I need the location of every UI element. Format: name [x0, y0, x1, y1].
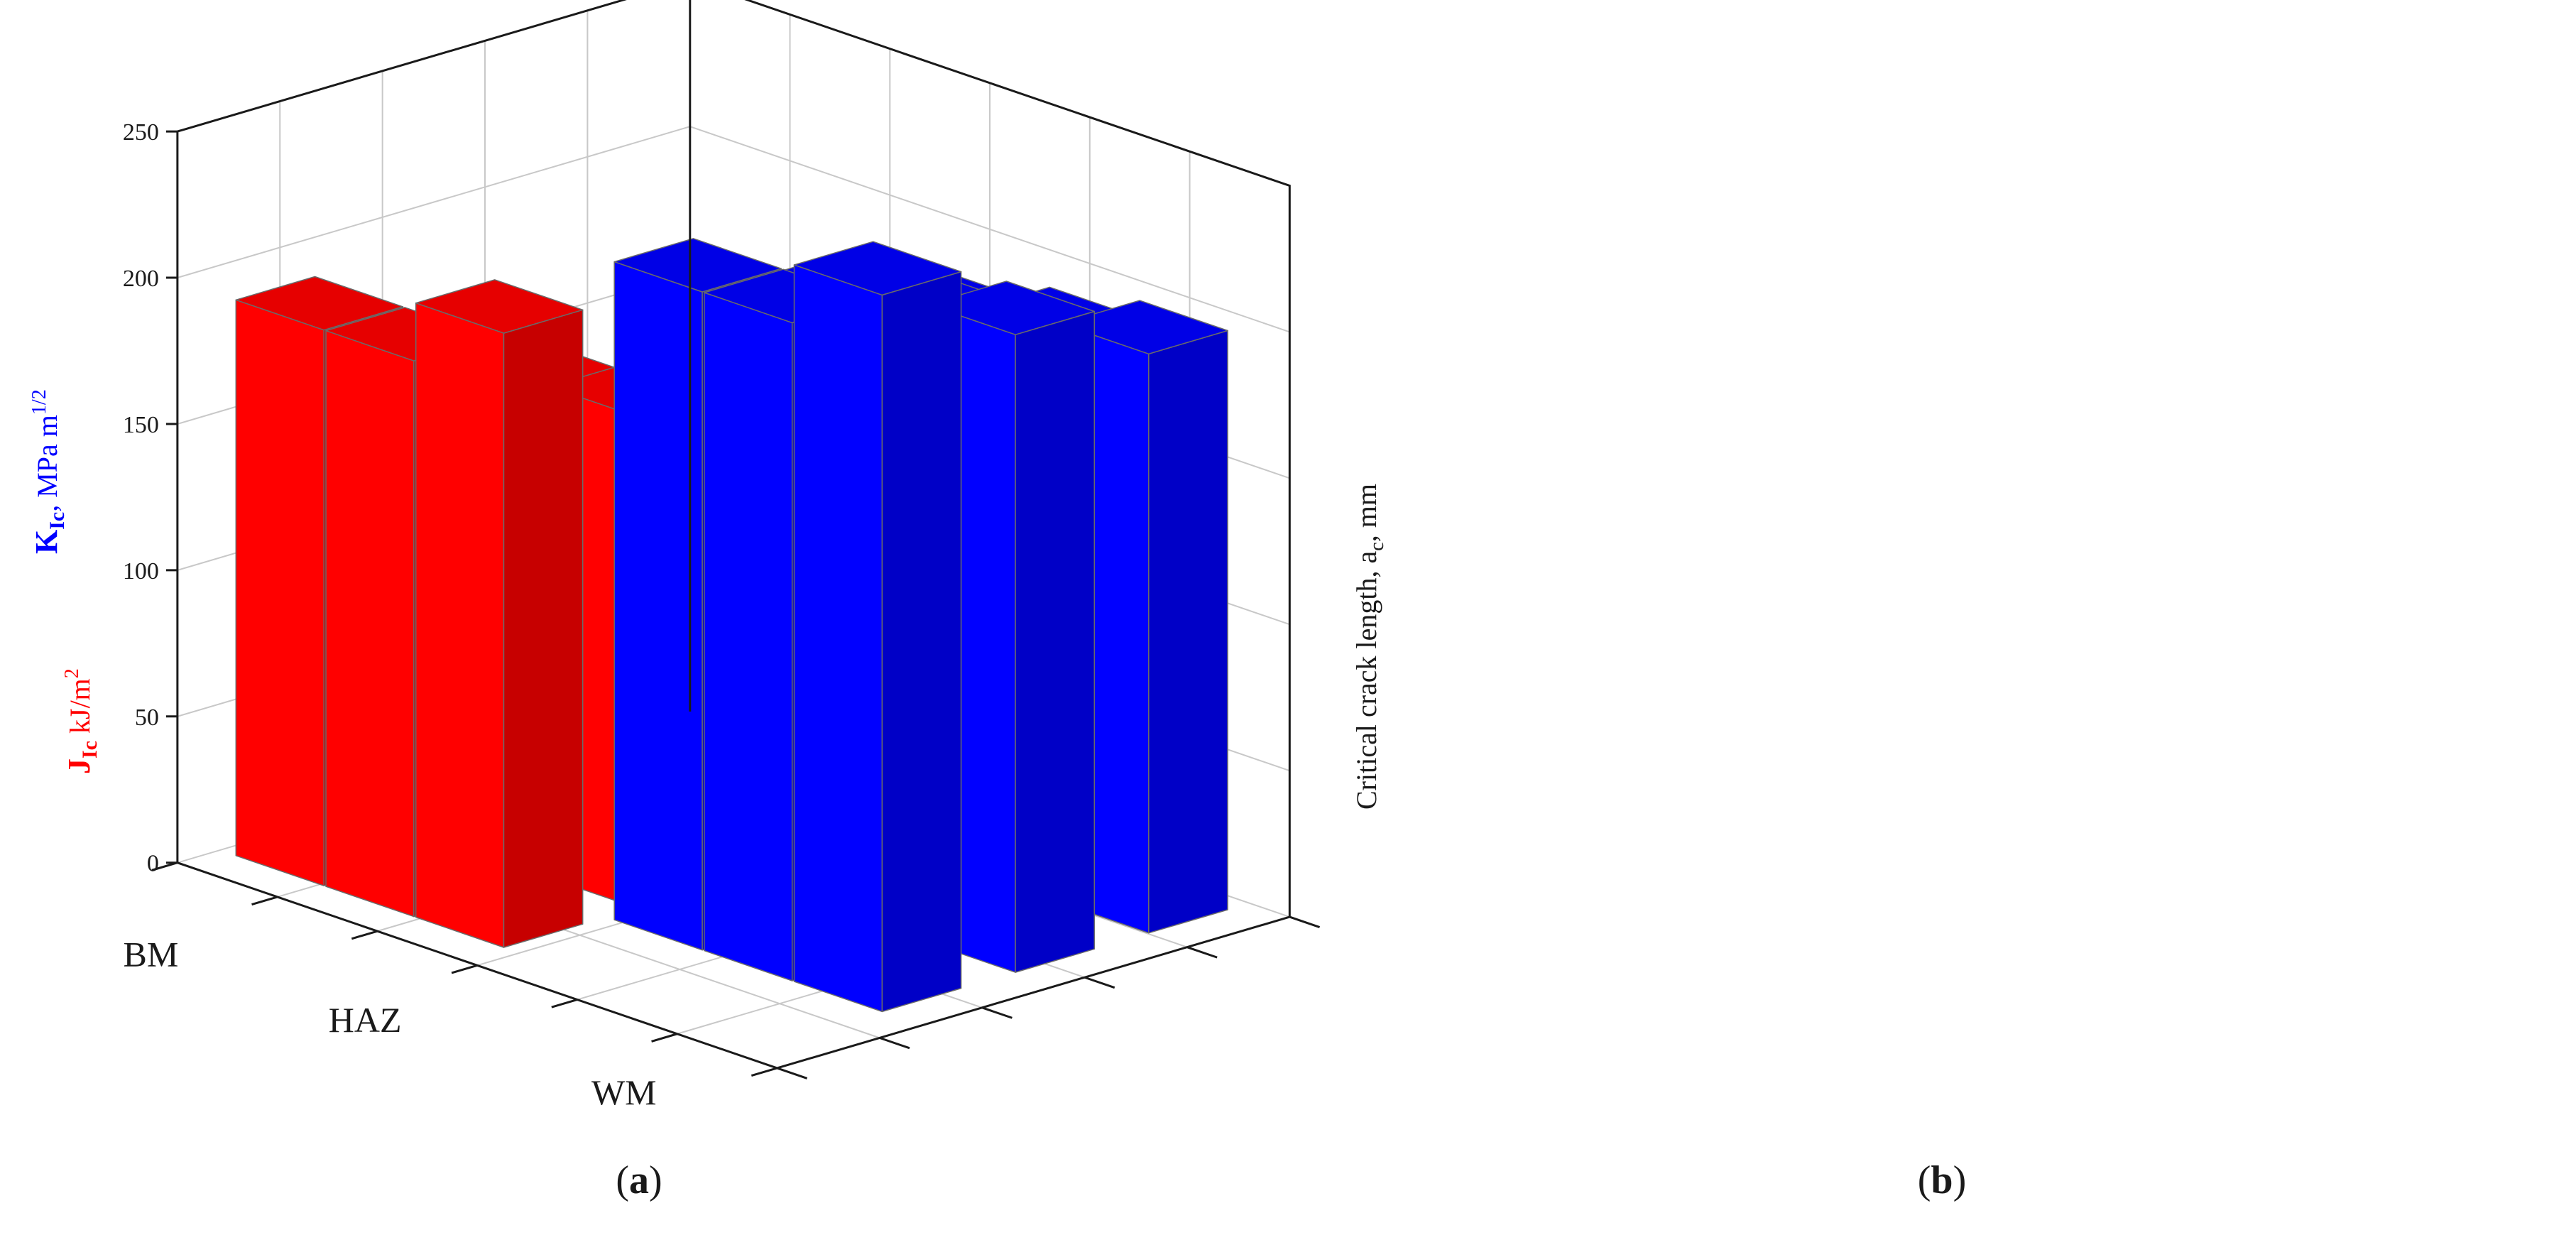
y-tick-label: 200: [123, 266, 159, 292]
bar-front-face: [793, 264, 883, 1013]
bar-front-face: [235, 299, 324, 886]
bar-top-face: [793, 241, 962, 296]
z-axis-line: [776, 915, 1290, 1070]
bar-side-face: [1015, 310, 1096, 973]
x-tick: [651, 1033, 678, 1043]
bar-J-bm-3: [415, 279, 584, 948]
bar-top-face: [613, 238, 782, 293]
y-tick-label: 0: [147, 851, 159, 877]
bar-K-bm-3: [793, 241, 962, 1013]
bar-top-face: [415, 279, 584, 334]
y-tick-label: 100: [123, 558, 159, 584]
x-tick: [351, 930, 378, 940]
bar-side-face: [503, 309, 584, 948]
panel-a-caption: (a): [616, 1158, 662, 1202]
z-tick: [981, 1006, 1013, 1019]
category-label-bm: BM: [124, 935, 179, 974]
bar-top-face: [927, 281, 1096, 335]
panel-b-ylabel: Critical crack length, ac, mm: [1350, 484, 1388, 810]
bar-side-face: [881, 271, 962, 1013]
x-tick: [751, 1067, 777, 1077]
x-tick: [451, 964, 478, 974]
bar-top-face: [1060, 300, 1228, 355]
z-tick: [1084, 976, 1115, 989]
x-tick: [251, 896, 278, 906]
gridline-horizontal: [177, 0, 1290, 187]
category-label-haz: HAZ: [329, 1000, 402, 1040]
z-tick: [879, 1036, 910, 1050]
box-frame: [177, 0, 1291, 918]
bar-front-face: [415, 302, 505, 948]
panel-a-bars: [235, 238, 1228, 1013]
z-tick: [1186, 946, 1218, 959]
y-tick-label: 150: [123, 412, 159, 438]
bar-top-face: [235, 276, 404, 331]
z-tick: [1289, 915, 1321, 928]
panel-a-chart: 0 50 100 150 200 250 BM HAZ WM KIc, MPa m1/2 JIc…: [28, 0, 1321, 1202]
panel-a-ylabel-K: KIc, MPa m1/2: [28, 389, 69, 554]
bar-side-face: [1148, 330, 1228, 934]
x-tick: [151, 861, 178, 871]
y-tick-label: 250: [123, 119, 159, 146]
panel-a-axes: 0 50 100 150 200 250 BM HAZ WM: [123, 0, 1321, 1112]
bar-front-face: [325, 330, 415, 918]
panel-b-caption: (b): [1918, 1158, 1966, 1202]
panel-a-ylabel-J: JIc kJ/m2: [61, 668, 102, 774]
category-label-wm: WM: [591, 1072, 657, 1112]
bar-front-face: [704, 292, 793, 981]
y-tick-label: 50: [135, 705, 159, 731]
z-tick: [776, 1067, 808, 1079]
panel-b-chart: 0306090120150BMHAZWM Critical crack leng…: [1350, 484, 1966, 1202]
x-tick: [551, 999, 578, 1008]
